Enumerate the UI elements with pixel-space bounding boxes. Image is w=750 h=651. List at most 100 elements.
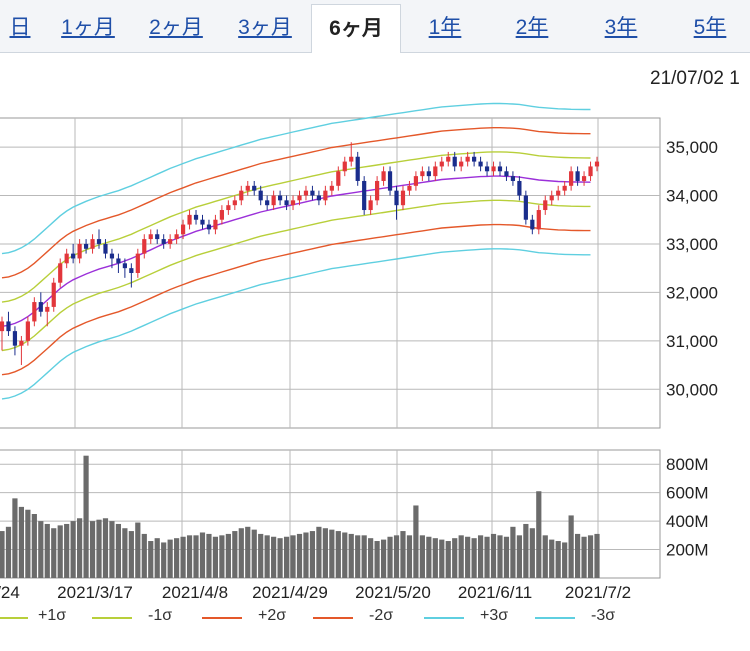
candle-body (387, 171, 393, 191)
volume-bar (161, 542, 167, 578)
tab-2-years[interactable]: 2年 (515, 16, 549, 39)
candle-body (12, 331, 18, 346)
candle-body (109, 253, 115, 259)
volume-bar (219, 535, 225, 578)
volume-bar (477, 535, 484, 578)
volume-bar (57, 525, 63, 578)
tab-6-months[interactable]: 6ヶ月 (311, 4, 401, 53)
legend-swatch (424, 617, 464, 619)
candle-body (265, 200, 270, 206)
price-tick-label: 32,000 (666, 283, 718, 302)
tab-5-years[interactable]: 5年 (693, 16, 727, 39)
volume-bar (439, 539, 445, 578)
tab-2-months[interactable]: 2ヶ月 (149, 16, 203, 39)
volume-bar (232, 531, 238, 578)
candle-body (465, 156, 470, 162)
legend-item-minus1sigma: -1σ (92, 607, 212, 627)
candle-body (32, 302, 37, 322)
tab-day[interactable]: 日 (9, 16, 31, 39)
candle-body (271, 195, 276, 206)
candle-body (168, 239, 173, 244)
candle-body (135, 253, 140, 273)
candle-body (6, 321, 11, 332)
volume-bar (510, 526, 516, 578)
candle-body (161, 239, 166, 244)
volume-bar (12, 498, 18, 578)
sigma1-lower-line (1, 199, 591, 352)
volume-bar (529, 528, 535, 578)
volume-bar (89, 521, 96, 578)
candle-body (245, 185, 250, 191)
volume-bar (0, 531, 5, 578)
volume-bar (523, 523, 529, 578)
candle-body (58, 263, 63, 283)
candle-body (581, 176, 587, 181)
candle-body (504, 171, 509, 177)
tab-1-month[interactable]: 1ヶ月 (61, 16, 115, 39)
candle-body (433, 166, 438, 177)
tab-3-months[interactable]: 3ヶ月 (238, 16, 292, 39)
candle-body (407, 185, 412, 191)
candle-body (400, 190, 406, 206)
volume-bar (296, 533, 303, 578)
volume-bar (115, 523, 122, 578)
volume-bar (562, 542, 568, 578)
candle-body (549, 195, 554, 201)
legend-item-minus3sigma: -3σ (535, 607, 655, 627)
volume-bar (445, 541, 451, 578)
price-tick-label: 35,000 (666, 138, 718, 157)
volume-bar (452, 538, 458, 578)
candle-body (497, 166, 503, 172)
candle-body (556, 190, 561, 196)
volume-bar (31, 514, 37, 578)
candle-body (323, 190, 328, 201)
candle-body (116, 258, 121, 264)
volume-bar (38, 521, 44, 578)
tab-1-year[interactable]: 1年 (428, 16, 462, 39)
candle-body (226, 205, 231, 211)
volume-bar (413, 505, 419, 578)
price-tick-label: 30,000 (666, 380, 718, 399)
candle-body (297, 195, 302, 201)
volume-bar (329, 529, 335, 578)
candle-body (51, 282, 56, 307)
volume-bar (587, 535, 594, 578)
volume-bar (135, 522, 141, 578)
candle-body (64, 253, 69, 264)
candle-body (96, 239, 102, 244)
volume-bar (271, 536, 277, 578)
price-tick-label: 31,000 (666, 332, 718, 351)
volume-bar (83, 455, 89, 578)
candle-body (439, 161, 444, 167)
volume-bar (167, 539, 173, 578)
candle-body (530, 219, 535, 230)
volume-bar (406, 535, 413, 578)
candle-body (446, 156, 451, 162)
volume-bar (361, 535, 367, 578)
candle-body (472, 156, 477, 162)
candle-body (355, 156, 360, 181)
volume-bar (555, 541, 561, 578)
candle-body (562, 185, 567, 191)
candle-body (484, 166, 490, 172)
x-tick-label: 2021/4/29 (252, 583, 328, 602)
candle-body (103, 243, 108, 254)
legend-label: +3σ (480, 607, 509, 624)
volume-bar (96, 519, 102, 578)
volume-bar (193, 535, 199, 578)
volume-bar (419, 535, 425, 578)
volume-bar (387, 536, 393, 578)
volume-bar (393, 535, 400, 578)
volume-bar (465, 536, 471, 578)
volume-bar (199, 532, 206, 578)
candle-body (517, 180, 522, 196)
candle-body (420, 171, 425, 177)
volume-bar (258, 533, 264, 578)
tab-3-years[interactable]: 3年 (604, 16, 638, 39)
candle-body (523, 195, 528, 220)
volume-bar (44, 523, 50, 578)
volume-bar (542, 535, 548, 578)
volume-bar (290, 535, 296, 578)
volume-bar (568, 515, 574, 578)
x-tick-label: 2021/5/20 (355, 583, 431, 602)
